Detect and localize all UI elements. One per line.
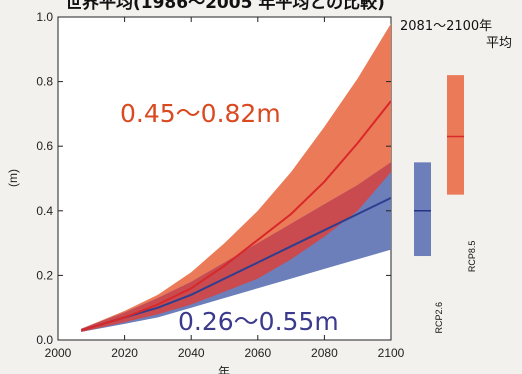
x-tick-label: 2060 <box>244 346 271 360</box>
side-bar-label: RCP2.6 <box>434 302 444 334</box>
side-panel-subtitle: 平均 <box>486 36 512 51</box>
x-tick-label: 2040 <box>178 346 205 360</box>
y-tick-label: 0.0 <box>36 333 53 347</box>
band-rcp26 <box>81 162 392 332</box>
axis-ticks: 0.0 0.2 0.4 0.6 0.8 1.0 2000 2020 2040 2060 2080 21… <box>36 10 404 360</box>
side-bar-label: RCP8.5 <box>467 241 477 273</box>
mean-lines <box>81 100 392 332</box>
side-panel-title: 2081〜2100年 <box>400 19 492 34</box>
side-bar-rcp26 <box>414 162 431 257</box>
y-tick-label: 0.2 <box>36 268 53 282</box>
annotation-rcp85-range: 0.45〜0.82m <box>120 99 281 128</box>
x-tick-label: 2080 <box>311 346 338 360</box>
y-tick-label: 1.0 <box>36 10 53 24</box>
chart-title: 世界平均(1986〜2005 年平均との比較) <box>65 0 385 13</box>
x-tick-label: 2000 <box>45 346 72 360</box>
x-axis-label: 年 <box>218 365 230 374</box>
x-tick-label: 2100 <box>378 346 405 360</box>
side-panel-bars: RCP2.6 RCP8.5 <box>414 75 477 334</box>
x-tick-label: 2020 <box>111 346 138 360</box>
y-axis-label: (m) <box>6 169 20 187</box>
y-tick-label: 0.4 <box>36 204 53 218</box>
mean-line-rcp26 <box>81 196 392 332</box>
y-tick-label: 0.6 <box>36 139 53 153</box>
y-tick-label: 0.8 <box>36 75 53 89</box>
mean-line-rcp85 <box>81 100 392 332</box>
side-bar-rcp85 <box>447 75 464 195</box>
annotation-rcp26-range: 0.26〜0.55m <box>178 307 339 336</box>
